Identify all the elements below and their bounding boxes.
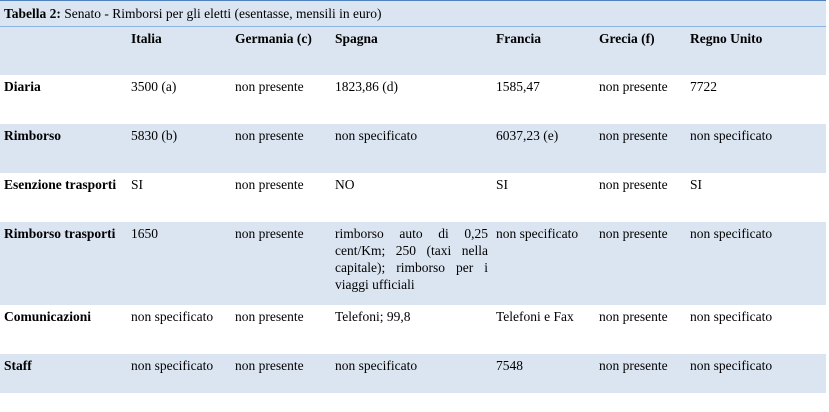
table-cell: 3500 (a) [131,79,177,94]
table-cell: 1585,47 [496,79,540,94]
table-row: Diaria 3500 (a) non presente 1823,86 (d)… [0,75,826,124]
table-cell: non presente [599,309,668,324]
table-row: Rimborso trasporti 1650 non presente rim… [0,222,826,305]
table-cell: non specificato [686,354,826,393]
header-row: Italia Germania (c) Spagna Francia Greci… [0,27,826,75]
table-cell: Telefoni e Fax [496,309,574,324]
row-label: Esenzione trasporti [4,177,117,192]
table-cell: SI [496,177,509,192]
table-cell: non presente [595,354,686,393]
table-cell: non specificato [690,309,773,324]
row-label: Rimborso [0,124,127,173]
table-cell: non specificato [131,309,214,324]
header-cell-francia: Francia [492,27,595,75]
header-cell-germania: Germania (c) [231,27,331,75]
table-row: Rimborso 5830 (b) non presente non speci… [0,124,826,173]
table-cell: non presente [599,79,668,94]
table-cell: 1823,86 (d) [335,79,398,94]
table-cell: Telefoni; 99,8 [335,309,411,324]
table-cell: rimborso auto di 0,25 cent/Km; 250 (taxi… [331,222,492,305]
row-label: Diaria [4,79,41,94]
table-cell: 7722 [690,79,717,94]
table-cell: non specificato [331,124,492,173]
table-cell: non presente [595,124,686,173]
caption-label: Tabella 2: [4,6,61,21]
header-cell-grecia: Grecia (f) [595,27,686,75]
row-label: Rimborso trasporti [0,222,127,305]
table-row: Esenzione trasporti SI non presente NO S… [0,173,826,222]
table-cell: non presente [235,177,304,192]
table-cell: non specificato [686,222,826,305]
row-label: Comunicazioni [4,309,92,324]
header-cell-regno-unito: Regno Unito [686,27,826,75]
row-label: Staff [0,354,127,393]
header-cell-spagna: Spagna [331,27,492,75]
table-cell: non presente [235,79,304,94]
table-cell: SI [131,177,144,192]
table-row: Comunicazioni non specificato non presen… [0,305,826,354]
reimbursement-table-figure: Tabella 2: Senato - Rimborsi per gli ele… [0,0,826,393]
reimbursement-table: Italia Germania (c) Spagna Francia Greci… [0,27,826,393]
table-cell: non presente [599,177,668,192]
table-cell: non specificato [492,222,595,305]
table-cell: 7548 [492,354,595,393]
table-cell: non specificato [127,354,231,393]
table-cell: non specificato [331,354,492,393]
table-cell: non presente [235,309,304,324]
table-cell: 1650 [127,222,231,305]
table-caption: Tabella 2: Senato - Rimborsi per gli ele… [0,0,826,27]
table-cell: non presente [231,222,331,305]
table-cell: non presente [231,354,331,393]
table-cell: 5830 (b) [127,124,231,173]
table-cell: NO [335,177,355,192]
header-cell-italia: Italia [127,27,231,75]
table-cell: non specificato [686,124,826,173]
table-cell: 6037,23 (e) [492,124,595,173]
caption-text: Senato - Rimborsi per gli eletti (esenta… [60,6,382,21]
table-cell: SI [690,177,703,192]
table-cell: non presente [595,222,686,305]
table-row: Staff non specificato non presente non s… [0,354,826,393]
header-cell-empty [0,27,127,75]
table-cell: non presente [231,124,331,173]
